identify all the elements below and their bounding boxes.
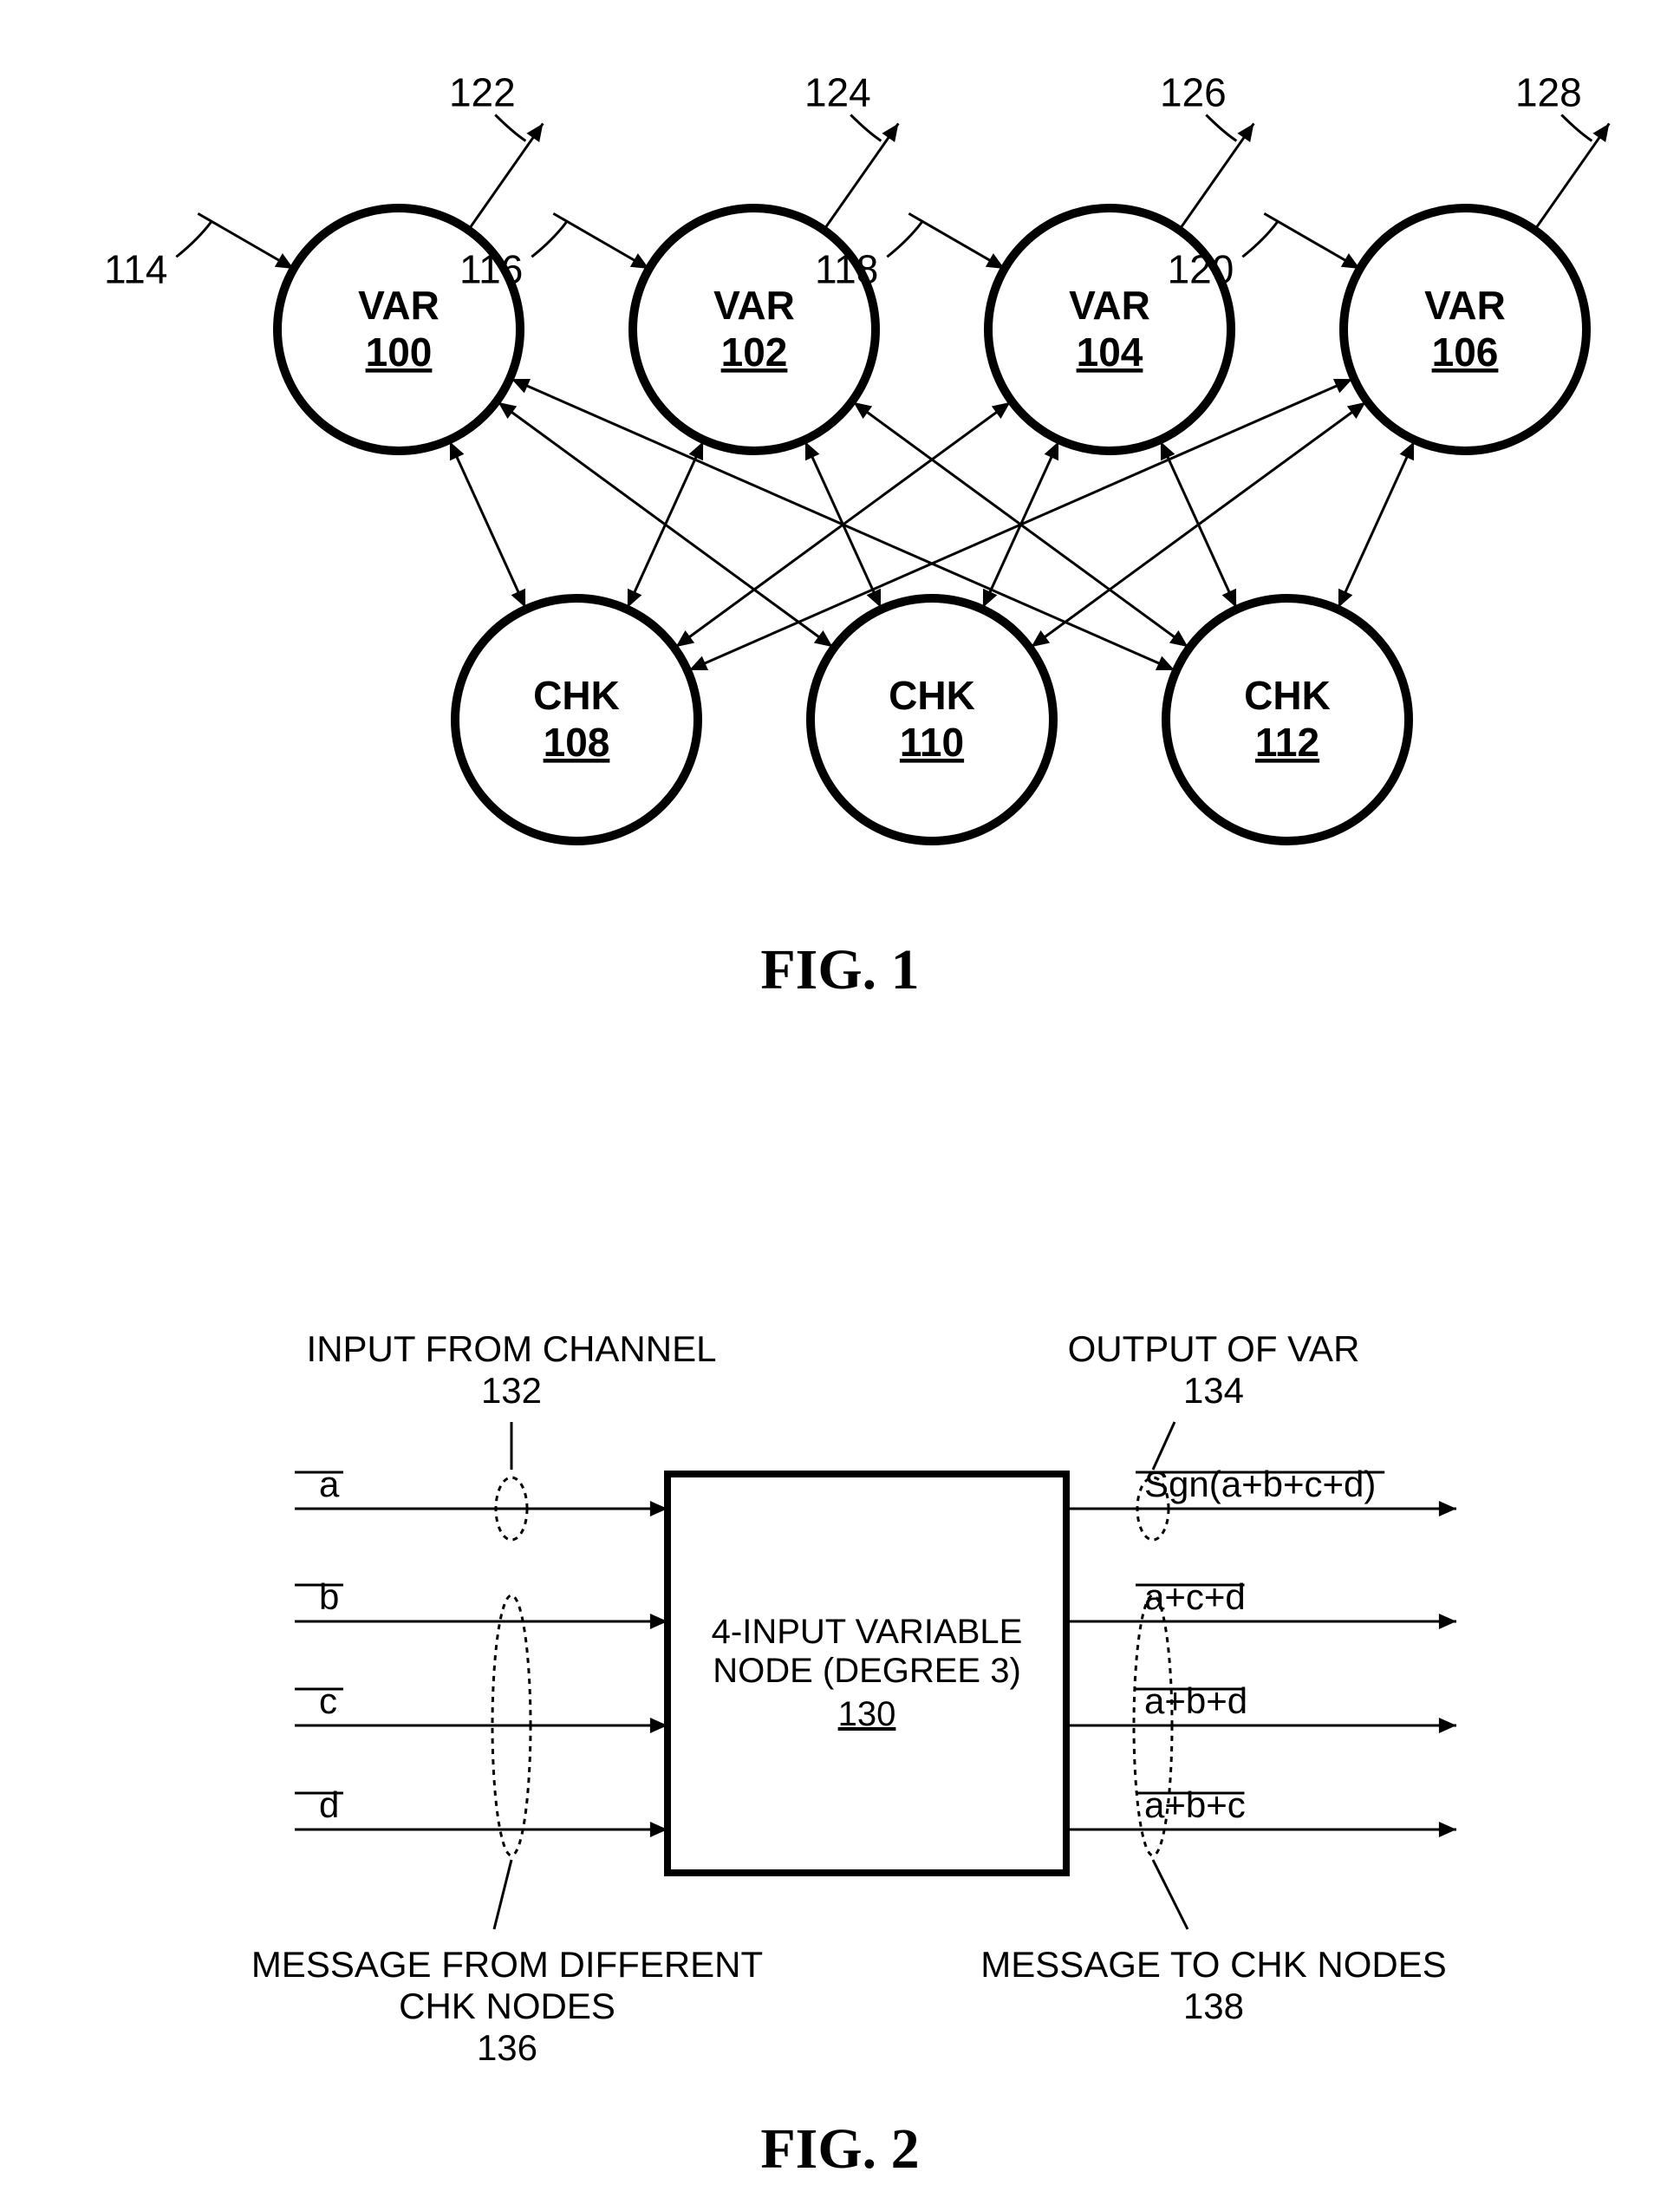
fig-1: VAR100114122VAR102116124VAR104118126VAR1… bbox=[104, 69, 1609, 1001]
node-label-top: CHK bbox=[533, 673, 620, 718]
output-label-1: a+c+d bbox=[1144, 1576, 1246, 1617]
callout-text-3-0: MESSAGE TO CHK NODES bbox=[980, 1944, 1447, 1985]
node-label-top: CHK bbox=[889, 673, 975, 718]
input-label-a: a bbox=[319, 1464, 340, 1504]
node-label-ref: 112 bbox=[1255, 720, 1319, 765]
out-ref: 126 bbox=[1160, 69, 1227, 114]
in-ref: 114 bbox=[104, 246, 167, 291]
block-ref: 130 bbox=[838, 1695, 896, 1733]
callout-text-2-2: 136 bbox=[477, 2027, 537, 2068]
callout-text-3-1: 138 bbox=[1183, 1986, 1244, 2026]
node-label-ref: 104 bbox=[1077, 329, 1143, 375]
input-label-b: b bbox=[319, 1576, 339, 1617]
block-line1: 4-INPUT VARIABLE bbox=[712, 1613, 1023, 1651]
chk-node-108: CHK108 bbox=[455, 598, 698, 841]
in-ref: 120 bbox=[1168, 246, 1234, 291]
node-label-ref: 102 bbox=[721, 329, 788, 375]
callout-text-0-1: 132 bbox=[481, 1370, 542, 1411]
node-label-top: VAR bbox=[358, 283, 440, 328]
var-node-106: VAR106 120 128 bbox=[1168, 69, 1610, 451]
chk-node-112: CHK112 bbox=[1166, 598, 1409, 841]
input-label-d: d bbox=[319, 1784, 339, 1825]
node-label-ref: 110 bbox=[900, 720, 964, 765]
fig1-caption: FIG. 1 bbox=[760, 938, 919, 1001]
node-label-ref: 106 bbox=[1432, 329, 1499, 375]
callout-text-1-1: 134 bbox=[1183, 1370, 1244, 1411]
node-label-ref: 100 bbox=[366, 329, 433, 375]
node-label-ref: 108 bbox=[544, 720, 610, 765]
node-label-top: VAR bbox=[1424, 283, 1506, 328]
block-line2: NODE (DEGREE 3) bbox=[713, 1652, 1021, 1690]
chk-node-110: CHK110 bbox=[811, 598, 1053, 841]
callout-text-0-0: INPUT FROM CHANNEL bbox=[307, 1328, 717, 1369]
output-label-0: Sgn(a+b+c+d) bbox=[1144, 1464, 1376, 1504]
callout-text-1-0: OUTPUT OF VAR bbox=[1068, 1328, 1360, 1369]
node-label-top: VAR bbox=[1069, 283, 1150, 328]
callout-text-2-1: CHK NODES bbox=[399, 1986, 615, 2026]
out-ref: 124 bbox=[804, 69, 871, 114]
out-ref: 128 bbox=[1515, 69, 1582, 114]
input-label-c: c bbox=[319, 1680, 337, 1721]
callout-text-2-0: MESSAGE FROM DIFFERENT bbox=[251, 1944, 763, 1985]
fig2-caption: FIG. 2 bbox=[760, 2117, 919, 2181]
node-label-top: CHK bbox=[1244, 673, 1331, 718]
in-ref: 116 bbox=[459, 246, 523, 291]
out-ref: 122 bbox=[449, 69, 516, 114]
in-ref: 118 bbox=[815, 246, 878, 291]
output-label-3: a+b+c bbox=[1144, 1784, 1246, 1825]
output-label-2: a+b+d bbox=[1144, 1680, 1247, 1721]
fig-2: 4-INPUT VARIABLENODE (DEGREE 3) 130 a b c d Sg… bbox=[251, 1328, 1456, 2181]
node-label-top: VAR bbox=[713, 283, 795, 328]
